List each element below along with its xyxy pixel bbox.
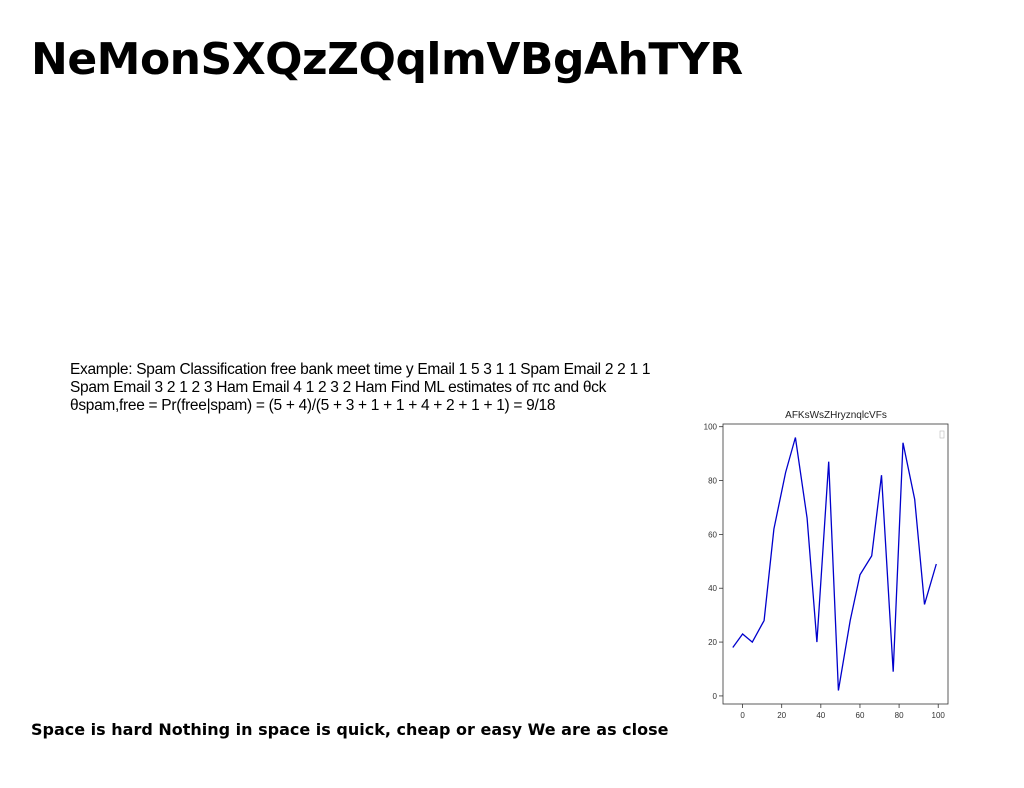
plot-frame (722, 423, 949, 705)
example-paragraph: Example: Spam Classification free bank m… (70, 361, 651, 414)
y-tick-label: 100 (704, 423, 718, 432)
x-tick-label: 0 (740, 711, 745, 720)
x-tick-label: 100 (932, 711, 946, 720)
y-tick-label: 40 (708, 584, 717, 593)
legend-box (939, 430, 945, 439)
x-tick-label: 80 (895, 711, 904, 720)
y-tick-label: 20 (708, 638, 717, 647)
x-tick-label: 40 (816, 711, 825, 720)
page-title: NeMonSXQzZQqlmVBgAhTYR (31, 34, 743, 85)
y-tick-label: 60 (708, 530, 717, 539)
y-tick-label: 80 (708, 477, 717, 486)
chart-title: AFKsWsZHryznqlcVFs (785, 410, 887, 421)
footer-text: Space is hard Nothing in space is quick,… (31, 720, 669, 739)
x-tick-label: 60 (856, 711, 865, 720)
x-tick-label: 20 (777, 711, 786, 720)
series-line (732, 437, 937, 691)
y-tick-label: 0 (713, 692, 718, 701)
line-chart: AFKsWsZHryznqlcVFs 0 20 40 60 80 100 0 20 40 60 8… (704, 410, 949, 720)
y-axis-ticks: 0 20 40 60 80 100 (704, 423, 723, 701)
x-axis-ticks: 0 20 40 60 80 100 (740, 704, 945, 720)
